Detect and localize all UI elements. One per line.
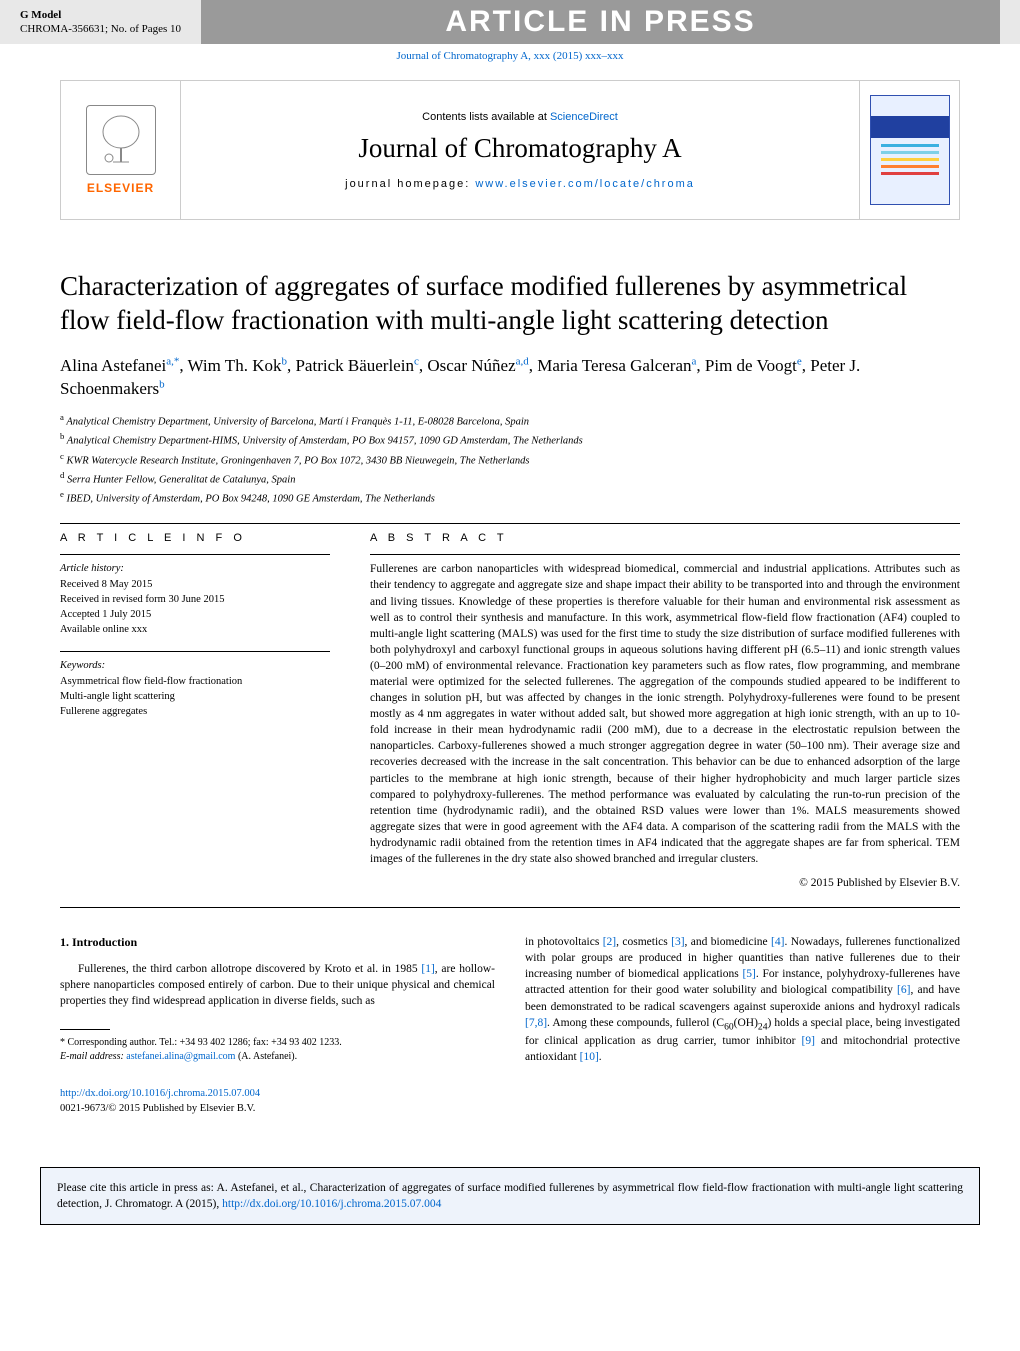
history-line: Available online xxx (60, 622, 330, 637)
elsevier-logo-cell: ELSEVIER (61, 81, 181, 219)
abstract-column: A B S T R A C T Fullerenes are carbon na… (370, 532, 960, 889)
cite-text: Please cite this article in press as: A.… (57, 1182, 963, 1210)
homepage-label: journal homepage: (345, 178, 475, 190)
email-line: E-mail address: astefanei.alina@gmail.co… (60, 1050, 495, 1064)
divider (60, 907, 960, 908)
elsevier-tree-icon (86, 105, 156, 175)
history-line: Accepted 1 July 2015 (60, 607, 330, 622)
keyword: Fullerene aggregates (60, 704, 330, 719)
issn-copyright: 0021-9673/© 2015 Published by Elsevier B… (60, 1102, 960, 1117)
sciencedirect-link[interactable]: ScienceDirect (550, 111, 618, 123)
journal-header-box: ELSEVIER Contents lists available at Sci… (60, 80, 960, 220)
ref-link[interactable]: [7,8] (525, 1017, 547, 1029)
homepage-url[interactable]: www.elsevier.com/locate/chroma (475, 178, 695, 190)
article-info-heading: A R T I C L E I N F O (60, 532, 330, 544)
abstract-copyright: © 2015 Published by Elsevier B.V. (370, 877, 960, 889)
elsevier-wordmark: ELSEVIER (87, 181, 154, 195)
ref-link[interactable]: [10] (580, 1051, 599, 1063)
ref-link[interactable]: [3] (671, 936, 684, 948)
authors-line: Alina Astefaneia,*, Wim Th. Kokb, Patric… (60, 354, 960, 402)
intro-paragraph: Fullerenes, the third carbon allotrope d… (60, 961, 495, 1009)
footnote-separator (60, 1029, 110, 1030)
ref-link[interactable]: [4] (771, 936, 784, 948)
email-link[interactable]: astefanei.alina@gmail.com (126, 1051, 235, 1062)
doi-link[interactable]: http://dx.doi.org/10.1016/j.chroma.2015.… (60, 1087, 960, 1102)
ref-link[interactable]: [2] (603, 936, 616, 948)
article-history-block: Article history: Received 8 May 2015 Rec… (60, 554, 330, 637)
history-line: Received in revised form 30 June 2015 (60, 592, 330, 607)
keywords-label: Keywords: (60, 658, 330, 673)
history-line: Received 8 May 2015 (60, 577, 330, 592)
journal-ref-link[interactable]: Journal of Chromatography A, xxx (2015) … (0, 44, 1020, 80)
gmodel-block: G Model CHROMA-356631; No. of Pages 10 (20, 8, 181, 37)
keyword: Multi-angle light scattering (60, 689, 330, 704)
gmodel-title: G Model (20, 8, 181, 22)
journal-name: Journal of Chromatography A (358, 133, 681, 164)
ref-link[interactable]: [1] (421, 963, 434, 975)
cover-thumbnail-cell (859, 81, 959, 219)
history-label: Article history: (60, 561, 330, 576)
ref-link[interactable]: [6] (897, 984, 910, 996)
ref-link[interactable]: [5] (742, 968, 755, 980)
intro-paragraph-cont: in photovoltaics [2], cosmetics [3], and… (525, 934, 960, 1065)
contents-prefix: Contents lists available at (422, 111, 550, 123)
footnotes: * Corresponding author. Tel.: +34 93 402… (60, 1036, 495, 1064)
body-column-left: 1. Introduction Fullerenes, the third ca… (60, 934, 495, 1073)
doi-block: http://dx.doi.org/10.1016/j.chroma.2015.… (60, 1087, 960, 1116)
cite-doi-link[interactable]: http://dx.doi.org/10.1016/j.chroma.2015.… (222, 1198, 441, 1210)
header-center: Contents lists available at ScienceDirec… (181, 81, 859, 219)
journal-cover-thumb (870, 95, 950, 205)
citation-box: Please cite this article in press as: A.… (40, 1167, 980, 1225)
abstract-heading: A B S T R A C T (370, 532, 960, 544)
section-1-heading: 1. Introduction (60, 934, 495, 951)
divider (60, 523, 960, 524)
corresponding-author: * Corresponding author. Tel.: +34 93 402… (60, 1036, 495, 1050)
abstract-text: Fullerenes are carbon nanoparticles with… (370, 554, 960, 867)
article-title: Characterization of aggregates of surfac… (60, 270, 960, 338)
body-column-right: in photovoltaics [2], cosmetics [3], and… (525, 934, 960, 1073)
ref-link[interactable]: [9] (801, 1035, 814, 1047)
keywords-block: Keywords: Asymmetrical flow field-flow f… (60, 651, 330, 719)
affiliations: a Analytical Chemistry Department, Unive… (60, 411, 960, 507)
homepage-line: journal homepage: www.elsevier.com/locat… (345, 178, 695, 190)
article-info-column: A R T I C L E I N F O Article history: R… (60, 532, 330, 889)
article-in-press-banner: ARTICLE IN PRESS (201, 0, 1000, 44)
keyword: Asymmetrical flow field-flow fractionati… (60, 674, 330, 689)
contents-lists-line: Contents lists available at ScienceDirec… (422, 111, 618, 123)
gmodel-docid: CHROMA-356631; No. of Pages 10 (20, 22, 181, 36)
top-gray-bar: G Model CHROMA-356631; No. of Pages 10 A… (0, 0, 1020, 44)
body-two-column: 1. Introduction Fullerenes, the third ca… (60, 934, 960, 1073)
